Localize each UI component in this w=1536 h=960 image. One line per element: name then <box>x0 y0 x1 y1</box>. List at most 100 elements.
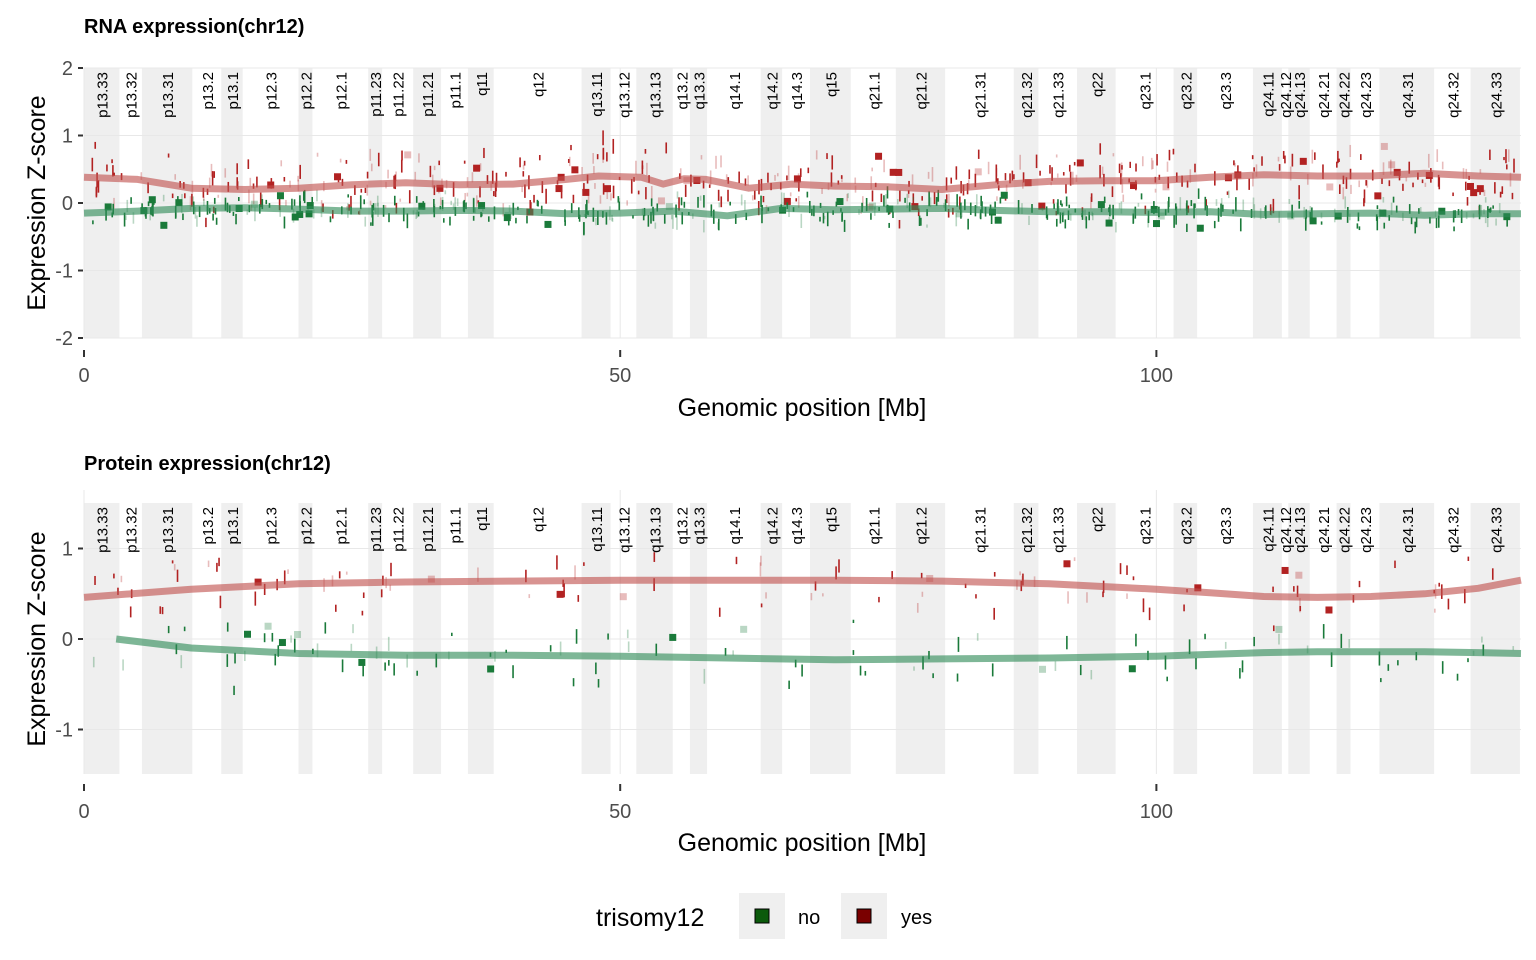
data-point-yes <box>254 578 262 586</box>
data-point-yes <box>360 188 363 193</box>
data-point-yes <box>176 569 179 582</box>
data-point-yes <box>975 594 977 599</box>
data-point-yes <box>570 144 572 151</box>
data-point-no <box>293 638 296 653</box>
data-point-no <box>794 659 797 668</box>
data-point-no <box>487 665 495 673</box>
data-point-yes <box>1152 160 1154 169</box>
band-label: q13.13 <box>648 507 665 553</box>
data-point-yes <box>519 157 521 168</box>
data-point-no <box>1222 204 1224 212</box>
band-label: p12.2 <box>298 507 315 545</box>
data-point-yes <box>1427 153 1430 168</box>
data-point-yes <box>283 176 286 182</box>
data-point-no <box>913 666 915 671</box>
data-point-no <box>994 201 996 208</box>
data-point-yes <box>1342 175 1345 185</box>
data-point-yes <box>1022 573 1024 586</box>
data-point-yes <box>891 571 893 580</box>
data-point-no <box>699 195 702 201</box>
data-point-yes <box>826 153 828 160</box>
data-point-no <box>452 203 455 210</box>
data-point-no <box>559 641 562 656</box>
data-point-yes <box>1499 191 1502 198</box>
x-tick-label: 100 <box>1140 801 1173 823</box>
data-point-no <box>450 200 453 206</box>
data-point-yes <box>97 180 100 193</box>
band-label: q11 <box>474 507 491 531</box>
band-label: q23.3 <box>1218 72 1235 110</box>
data-point-no <box>1120 201 1123 214</box>
data-point-no <box>1079 664 1082 676</box>
data-point-no <box>181 193 183 206</box>
data-point-yes <box>1466 197 1469 206</box>
data-point-no <box>312 209 315 219</box>
data-point-no <box>1298 200 1301 209</box>
band-label: p13.1 <box>225 72 242 110</box>
data-point-no <box>626 629 629 639</box>
data-point-no <box>1064 219 1067 229</box>
data-point-no <box>1441 661 1444 674</box>
band-label: p11.1 <box>448 507 465 543</box>
band-label: p12.3 <box>264 507 281 545</box>
data-point-yes <box>263 583 266 596</box>
data-point-no <box>611 217 614 222</box>
data-point-no <box>843 219 846 232</box>
data-point-no <box>359 195 362 210</box>
data-point-yes <box>1172 148 1175 155</box>
data-point-yes <box>1306 173 1309 185</box>
data-point-yes <box>1272 198 1275 214</box>
data-point-yes <box>572 194 575 204</box>
data-point-no <box>1378 651 1381 666</box>
rna-band-labels: p13.33 p13.32 p13.31 p13.2 p13.1 p12.3 p12.2 p1… <box>95 72 1506 118</box>
data-point-no <box>148 196 156 204</box>
data-point-yes <box>783 197 791 205</box>
data-point-yes <box>959 196 961 210</box>
data-point-no <box>1435 218 1438 229</box>
data-point-no <box>1059 212 1062 224</box>
data-point-no <box>1053 203 1055 209</box>
data-point-no <box>1197 188 1200 199</box>
data-point-yes <box>120 575 123 583</box>
band-label: p13.33 <box>95 507 112 553</box>
data-point-yes <box>369 148 372 161</box>
data-point-yes <box>1062 172 1065 176</box>
data-point-no <box>305 210 313 218</box>
data-point-no <box>663 214 666 224</box>
smooth-line-yes <box>83 169 1522 193</box>
rna-y-label: Expression Z-score <box>23 95 51 310</box>
data-point-yes <box>587 189 590 204</box>
data-point-yes <box>1049 165 1051 174</box>
data-point-yes <box>1156 154 1158 166</box>
band-label: q14.3 <box>789 507 806 545</box>
data-point-no <box>237 197 240 202</box>
data-point-no <box>935 197 938 206</box>
data-point-no <box>406 654 408 668</box>
data-point-yes <box>438 160 440 166</box>
data-point-no <box>1174 203 1177 211</box>
data-point-yes <box>1438 177 1441 190</box>
data-point-no <box>1453 226 1455 232</box>
band-label: q21.2 <box>914 72 931 110</box>
data-point-yes <box>433 165 436 171</box>
data-point-no <box>1066 635 1068 650</box>
data-point-no <box>703 668 706 684</box>
data-point-no <box>607 633 609 640</box>
data-point-no <box>597 679 600 688</box>
data-point-yes <box>1019 154 1021 170</box>
data-point-yes <box>184 193 186 199</box>
data-point-yes <box>224 168 227 178</box>
data-point-yes <box>603 185 611 193</box>
data-point-no <box>892 211 894 219</box>
protein-grid <box>83 490 1521 774</box>
data-point-no <box>1344 196 1347 209</box>
data-point-yes <box>211 171 214 186</box>
data-point-no <box>175 212 177 218</box>
data-point-no <box>363 199 366 205</box>
data-point-yes <box>684 184 687 197</box>
legend: trisomy12 no yes <box>596 893 932 939</box>
data-point-yes <box>1236 176 1238 191</box>
data-point-yes <box>774 174 776 181</box>
data-point-yes <box>657 197 665 205</box>
data-point-no <box>1438 207 1446 215</box>
